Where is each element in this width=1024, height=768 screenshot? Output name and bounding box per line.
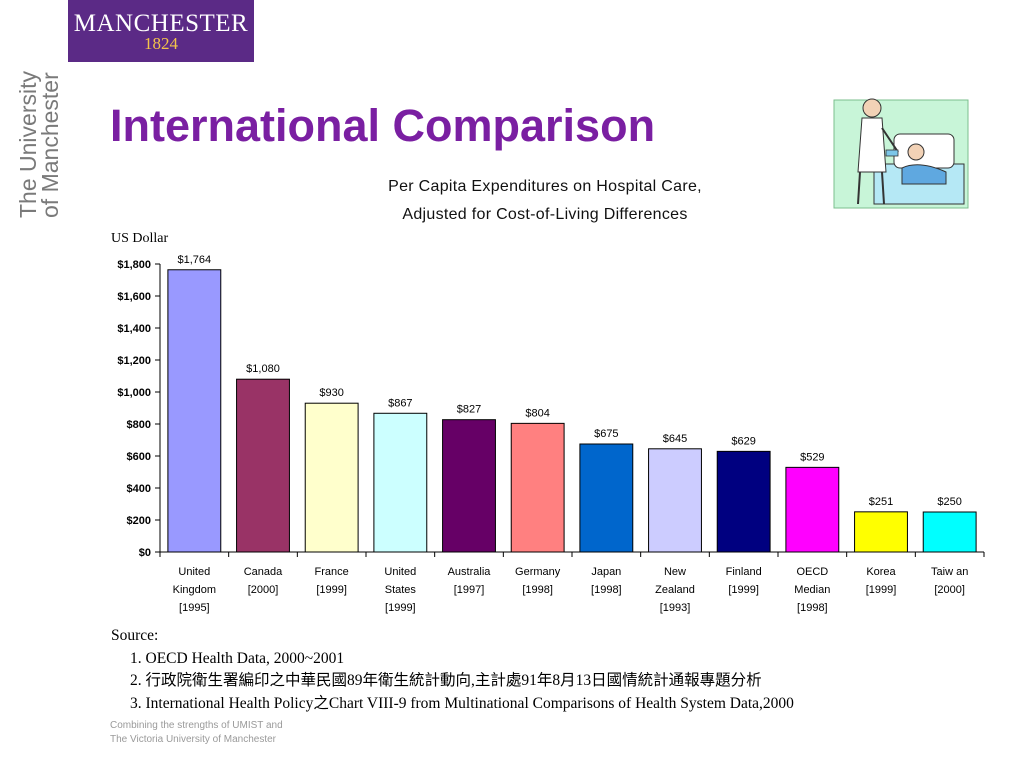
category-label: Finland [726, 566, 762, 578]
category-label: [1999] [866, 584, 897, 596]
category-label: [1993] [660, 602, 691, 614]
chart-title-line1: Per Capita Expenditures on Hospital Care… [388, 178, 702, 195]
bar-value-label: $675 [594, 428, 618, 440]
bar [304, 402, 359, 553]
category-label: Canada [244, 566, 283, 578]
bar-value-label: $250 [937, 496, 961, 508]
bar [922, 511, 977, 553]
footer-line1: Combining the strengths of UMIST and [110, 720, 283, 731]
category-label: United [178, 566, 210, 578]
category-label: Taiw an [931, 566, 968, 578]
bar-value-label: $827 [457, 404, 481, 416]
bar-value-label: $1,764 [178, 254, 212, 266]
bar-value-label: $1,080 [246, 363, 280, 375]
y-tick-label: $200 [127, 515, 151, 527]
bar-value-label: $529 [800, 451, 824, 463]
logo-name: MANCHESTER [73, 10, 249, 37]
category-label: [1999] [385, 602, 416, 614]
category-label: France [315, 566, 349, 578]
bar [167, 269, 222, 553]
category-label: United [384, 566, 416, 578]
y-tick-label: $1,400 [117, 323, 151, 335]
category-label: [1999] [316, 584, 347, 596]
university-logo: MANCHESTER 1824 [68, 0, 254, 62]
y-tick-label: $400 [127, 483, 151, 495]
category-label: [1998] [591, 584, 622, 596]
bar [854, 511, 908, 553]
bar-value-label: $930 [319, 387, 343, 399]
bar [442, 419, 496, 553]
category-label: [2000] [248, 584, 279, 596]
bar [579, 443, 634, 553]
page-title: International Comparison [110, 100, 656, 151]
y-tick-label: $0 [139, 547, 151, 559]
nurse-patient-illustration-icon [833, 98, 969, 209]
bar [785, 466, 840, 553]
bar-value-label: $804 [525, 407, 549, 419]
footer-line2: The Victoria University of Manchester [110, 734, 276, 745]
category-label: [1997] [454, 584, 485, 596]
bar-value-label: $867 [388, 397, 412, 409]
chart-title-line2: Adjusted for Cost-of-Living Differences [402, 206, 688, 223]
y-tick-label: $800 [127, 419, 151, 431]
bar [648, 448, 702, 553]
source-line-2: 2. 行政院衛生署編印之中華民國89年衛生統計動向,主計處91年8月13日國情統… [130, 672, 762, 689]
category-label: [1995] [179, 602, 210, 614]
category-label: Median [794, 584, 830, 596]
category-label: Australia [448, 566, 492, 578]
bar [510, 422, 565, 553]
source-heading: Source: [111, 627, 159, 644]
category-label: Kingdom [173, 584, 216, 596]
y-tick-label: $1,000 [117, 387, 151, 399]
source-line-1: 1. OECD Health Data, 2000~2001 [130, 649, 345, 667]
y-tick-label: $1,800 [117, 259, 151, 271]
category-label: Japan [591, 566, 621, 578]
y-tick-label: $1,200 [117, 355, 151, 367]
category-label: [1998] [522, 584, 553, 596]
bar-value-label: $645 [663, 433, 687, 445]
category-label: Zealand [655, 584, 695, 596]
source-line-3: 3. International Health Policy之Chart VII… [130, 694, 794, 712]
category-label: States [385, 584, 417, 596]
bar-value-label: $251 [869, 496, 893, 508]
category-label: [1998] [797, 602, 828, 614]
logo-year: 1824 [144, 34, 178, 53]
footer: Combining the strengths of UMIST and The… [110, 719, 283, 747]
y-tick-label: $600 [127, 451, 151, 463]
source-notes: Source: 1. OECD Health Data, 2000~2001 2… [111, 625, 1011, 715]
bar-value-label: $629 [731, 435, 755, 447]
y-tick-label: $1,600 [117, 291, 151, 303]
bar [716, 450, 771, 553]
category-label: Germany [515, 566, 561, 578]
category-label: New [664, 566, 686, 578]
bar [236, 378, 290, 553]
y-axis-label: US Dollar [111, 231, 169, 246]
category-label: OECD [796, 566, 828, 578]
bar [373, 412, 428, 553]
category-label: [1999] [728, 584, 759, 596]
category-label: [2000] [934, 584, 965, 596]
category-label: Korea [866, 566, 896, 578]
